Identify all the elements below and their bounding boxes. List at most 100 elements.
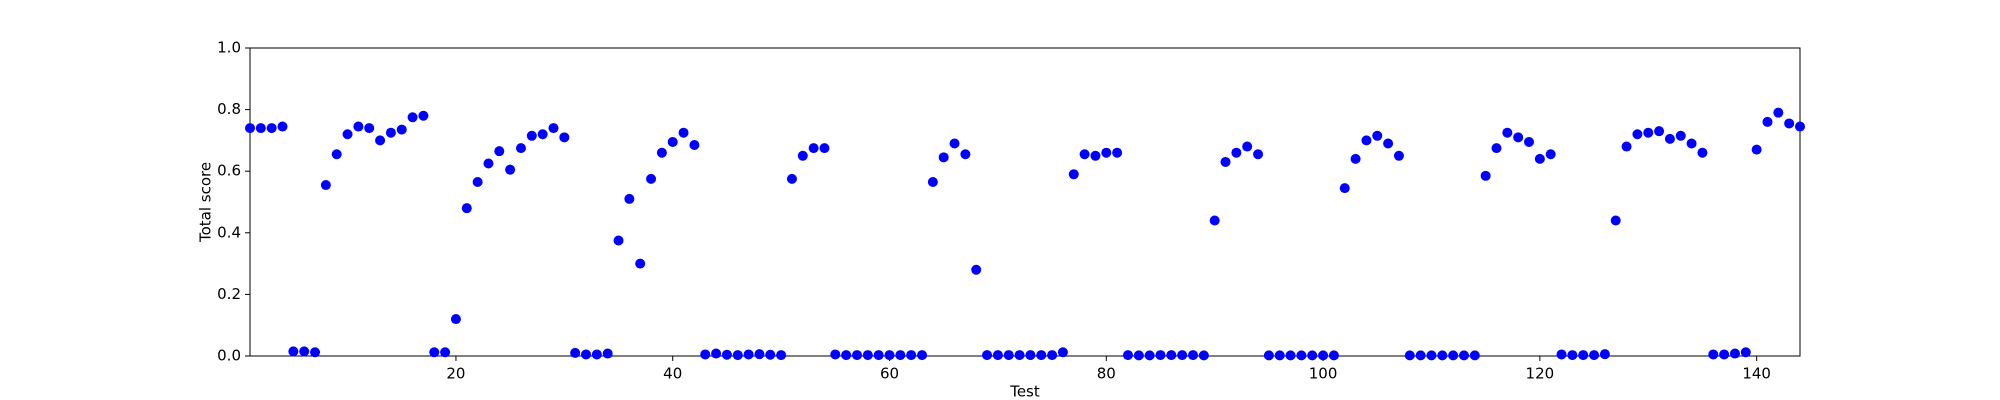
point (277, 121, 288, 132)
point (1599, 349, 1610, 360)
point (1188, 350, 1199, 361)
point (1458, 350, 1469, 361)
point (938, 152, 949, 163)
point (1762, 116, 1773, 127)
point (1350, 153, 1361, 164)
point (1383, 138, 1394, 149)
point (1719, 349, 1730, 360)
y-axis-label: Total score (197, 162, 215, 243)
point (288, 346, 299, 357)
point (700, 349, 711, 360)
point (1274, 350, 1285, 361)
point (1057, 347, 1068, 358)
point (1166, 350, 1177, 361)
point (656, 147, 667, 158)
point (808, 143, 819, 154)
point (1567, 350, 1578, 361)
y-tick-label: 0.0 (217, 347, 241, 365)
point (559, 132, 570, 143)
point (1079, 149, 1090, 160)
point (1296, 350, 1307, 361)
point (570, 347, 581, 358)
point (1524, 136, 1535, 147)
point (1740, 347, 1751, 358)
point (1068, 169, 1079, 180)
point (862, 350, 873, 361)
point (960, 149, 971, 160)
point (548, 123, 559, 134)
point (1589, 350, 1600, 361)
point (342, 129, 353, 140)
point (1144, 350, 1155, 361)
point (364, 123, 375, 134)
point (1491, 143, 1502, 154)
point (266, 123, 277, 134)
point (646, 173, 657, 184)
point (515, 143, 526, 154)
point (1090, 150, 1101, 161)
point (1209, 215, 1220, 226)
point (1036, 350, 1047, 361)
point (1621, 141, 1632, 152)
point (1534, 153, 1545, 164)
y-tick-label: 1.0 (217, 39, 241, 57)
point (310, 347, 321, 358)
x-tick-label: 40 (663, 365, 682, 383)
point (1318, 350, 1329, 361)
point (851, 350, 862, 361)
point (1675, 130, 1686, 141)
point (1242, 141, 1253, 152)
point (494, 146, 505, 157)
point (353, 121, 364, 132)
point (1480, 170, 1491, 181)
point (797, 150, 808, 161)
point (1307, 350, 1318, 361)
point (776, 350, 787, 361)
y-tick-label: 0.8 (217, 100, 241, 118)
point (711, 348, 722, 359)
point (721, 349, 732, 360)
point (917, 350, 928, 361)
point (385, 127, 396, 138)
point (461, 203, 472, 214)
point (873, 350, 884, 361)
point (613, 235, 624, 246)
point (732, 350, 743, 361)
point (1285, 350, 1296, 361)
point (375, 135, 386, 146)
point (1784, 118, 1795, 129)
point (602, 348, 613, 359)
point (1773, 107, 1784, 118)
plot-frame (249, 47, 1801, 357)
point (895, 350, 906, 361)
point (982, 350, 993, 361)
point (1372, 130, 1383, 141)
point (1155, 350, 1166, 361)
point (689, 140, 700, 151)
point (472, 176, 483, 187)
point (992, 350, 1003, 361)
point (927, 176, 938, 187)
x-tick-label: 140 (1742, 365, 1771, 383)
point (1795, 121, 1805, 132)
point (1198, 350, 1209, 361)
point (906, 350, 917, 361)
x-tick-label: 20 (446, 365, 465, 383)
point (1231, 147, 1242, 158)
point (971, 264, 982, 275)
point (440, 347, 451, 358)
point (1047, 350, 1058, 361)
point (581, 349, 592, 360)
x-tick-label: 100 (1309, 365, 1338, 383)
point (1003, 350, 1014, 361)
point (678, 127, 689, 138)
point (1513, 132, 1524, 143)
point (635, 258, 646, 269)
point (754, 349, 765, 360)
point (1393, 150, 1404, 161)
point (1426, 350, 1437, 361)
y-tick-label: 0.6 (217, 162, 241, 180)
point (1697, 147, 1708, 158)
point (949, 138, 960, 149)
y-tick-label: 0.4 (217, 223, 241, 241)
